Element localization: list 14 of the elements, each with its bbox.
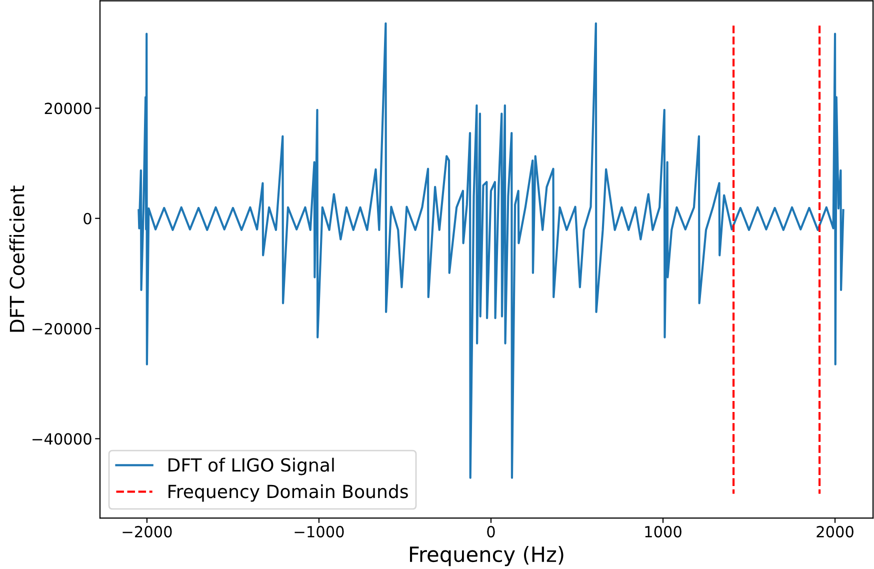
x-tick-label: 1000 xyxy=(645,526,682,538)
x-tick-label: −2000 xyxy=(122,526,172,538)
legend-label: Frequency Domain Bounds xyxy=(168,484,408,502)
x-axis-title: Frequency (Hz) xyxy=(410,546,564,566)
y-tick-label: 20000 xyxy=(44,102,92,114)
y-tick-label: −20000 xyxy=(32,323,92,335)
x-tick-label: −1000 xyxy=(294,526,344,538)
line-series xyxy=(138,22,844,479)
y-axis-title: DFT Coefficient xyxy=(9,186,24,332)
x-tick-label: 0 xyxy=(487,526,495,538)
legend-label: DFT of LIGO Signal xyxy=(168,458,334,476)
y-tick-label: −40000 xyxy=(32,433,92,445)
y-tick-label: 0 xyxy=(84,212,92,224)
x-tick-label: 2000 xyxy=(816,526,854,538)
